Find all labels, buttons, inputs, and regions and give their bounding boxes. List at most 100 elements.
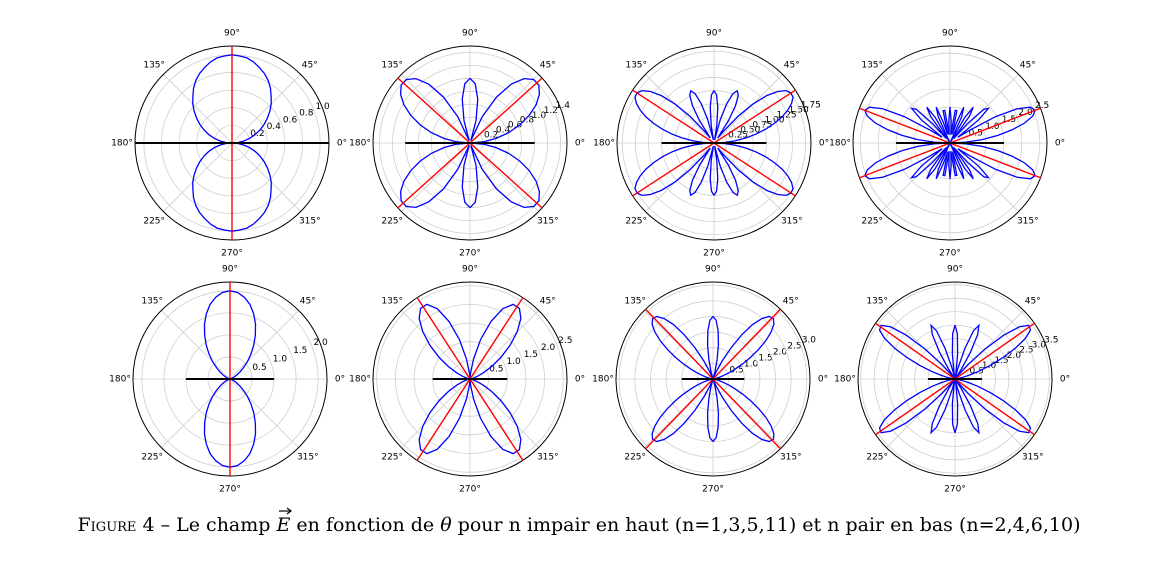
radial-tick-label: 1.5	[524, 350, 538, 360]
pattern-curve	[192, 54, 233, 144]
radial-tick-label: 0.6	[508, 121, 523, 131]
angular-grid-line	[229, 310, 299, 380]
radial-tick-label: 1.2	[544, 106, 558, 116]
radial-grid-circle	[860, 284, 1050, 474]
angular-grid-line	[713, 142, 783, 212]
angular-grid-line	[161, 310, 231, 380]
radial-tick-label: 0.6	[283, 115, 298, 125]
angle-tick-label: 270°	[703, 249, 725, 259]
angle-tick-label: 225°	[624, 452, 646, 462]
radial-tick-label: 0.5	[729, 366, 743, 376]
angular-grid-line	[229, 378, 299, 448]
radial-grid-circle	[634, 300, 792, 458]
angular-grid-line	[163, 74, 233, 144]
angle-tick-label: 180°	[592, 375, 614, 385]
vector-symbol: E	[277, 507, 292, 536]
radial-tick-label: 2.0	[541, 343, 556, 353]
pattern-curve	[878, 323, 956, 380]
angular-grid-line	[231, 142, 301, 212]
angle-tick-label: 0°	[818, 375, 828, 385]
radial-tick-label: 1.75	[801, 100, 821, 110]
angle-tick-label: 90°	[942, 29, 958, 39]
radial-tick-label: 0.2	[250, 129, 264, 139]
radial-tick-label: 1.5	[758, 354, 772, 364]
angular-grid-line	[469, 310, 539, 380]
pattern-curve	[634, 142, 715, 197]
radial-grid-circle	[391, 65, 548, 221]
angle-tick-label: 0°	[335, 375, 345, 385]
angle-tick-label: 135°	[143, 61, 165, 71]
radial-tick-label: 3.0	[1032, 341, 1047, 351]
pattern-curve	[231, 54, 272, 144]
polar-frame	[372, 281, 568, 477]
angle-tick-label: 315°	[1017, 216, 1039, 226]
polar-frame	[616, 45, 812, 241]
radial-grid-circle	[887, 311, 1023, 447]
radial-tick-label: 2.5	[558, 336, 572, 346]
angle-tick-label: 315°	[780, 452, 802, 462]
radial-tick-label: 0.4	[496, 126, 511, 136]
radial-tick-label: 2.0	[773, 348, 788, 358]
angle-tick-label: 135°	[381, 297, 403, 307]
radial-tick-label: 1.5	[293, 346, 307, 356]
angle-tick-label: 270°	[939, 249, 961, 259]
angle-tick-label: 135°	[625, 61, 647, 71]
pattern-curve	[399, 142, 471, 209]
radial-tick-label: 1.50	[789, 105, 809, 115]
angle-tick-label: 315°	[297, 452, 319, 462]
radial-grid-circle	[873, 297, 1037, 461]
angle-tick-label: 225°	[381, 216, 403, 226]
pattern-curve	[949, 106, 1037, 144]
radial-grid-circle	[376, 285, 564, 473]
angular-grid-line	[645, 142, 715, 212]
radial-tick-label: 1.5	[994, 356, 1008, 366]
radial-tick-label: 1.00	[764, 115, 784, 125]
angle-tick-label: 0°	[337, 139, 347, 149]
radial-tick-label: 1.4	[556, 101, 571, 111]
angular-grid-line	[161, 378, 231, 448]
pattern-curve	[713, 89, 794, 144]
angle-tick-label: 45°	[540, 61, 556, 71]
angular-grid-line	[469, 142, 539, 212]
vector-arrow	[278, 507, 292, 515]
angular-grid-line	[401, 74, 471, 144]
pattern-curve	[399, 77, 471, 144]
angle-tick-label: 45°	[1025, 297, 1041, 307]
radial-grid-circle	[413, 322, 527, 436]
radial-tick-label: 2.5	[1019, 346, 1033, 356]
angle-tick-label: 225°	[381, 452, 403, 462]
angle-tick-label: 270°	[459, 485, 481, 495]
angle-tick-label: 0°	[575, 139, 585, 149]
radial-tick-label: 0.5	[969, 366, 983, 376]
angle-tick-label: 180°	[829, 139, 851, 149]
pattern-curve	[878, 378, 956, 435]
angular-grid-line	[231, 74, 301, 144]
angle-tick-label: 135°	[624, 297, 646, 307]
angular-grid-line	[401, 310, 471, 380]
pattern-curve	[469, 77, 541, 144]
figure-label: Figure 4	[77, 514, 155, 536]
radial-tick-label: 2.0	[313, 338, 328, 348]
radial-tick-label: 3.5	[1044, 335, 1058, 345]
radial-tick-label: 0.4	[267, 122, 282, 132]
angle-tick-label: 45°	[302, 61, 318, 71]
pattern-curve	[712, 315, 775, 380]
pattern-curve	[863, 142, 951, 180]
angular-grid-line	[401, 142, 471, 212]
caption-text: en fonction de	[296, 514, 435, 536]
angle-tick-label: 90°	[222, 265, 238, 275]
angle-tick-label: 45°	[783, 297, 799, 307]
angular-grid-line	[163, 142, 233, 212]
angle-tick-label: 180°	[349, 375, 371, 385]
angle-tick-label: 180°	[109, 375, 131, 385]
radial-grid-circle	[648, 77, 780, 209]
figure: 0°45°90°135°180°225°270°315°0.20.40.60.8…	[109, 29, 1070, 495]
radial-tick-label: 1.0	[315, 102, 330, 112]
angle-tick-label: 315°	[1022, 452, 1044, 462]
caption: Figure 4 – Le champ E en fonction de θ p…	[0, 507, 1158, 536]
angle-tick-label: 180°	[593, 139, 615, 149]
angle-tick-label: 90°	[224, 29, 240, 39]
theta-symbol: θ	[440, 514, 452, 536]
radial-grid-circle	[379, 52, 561, 234]
